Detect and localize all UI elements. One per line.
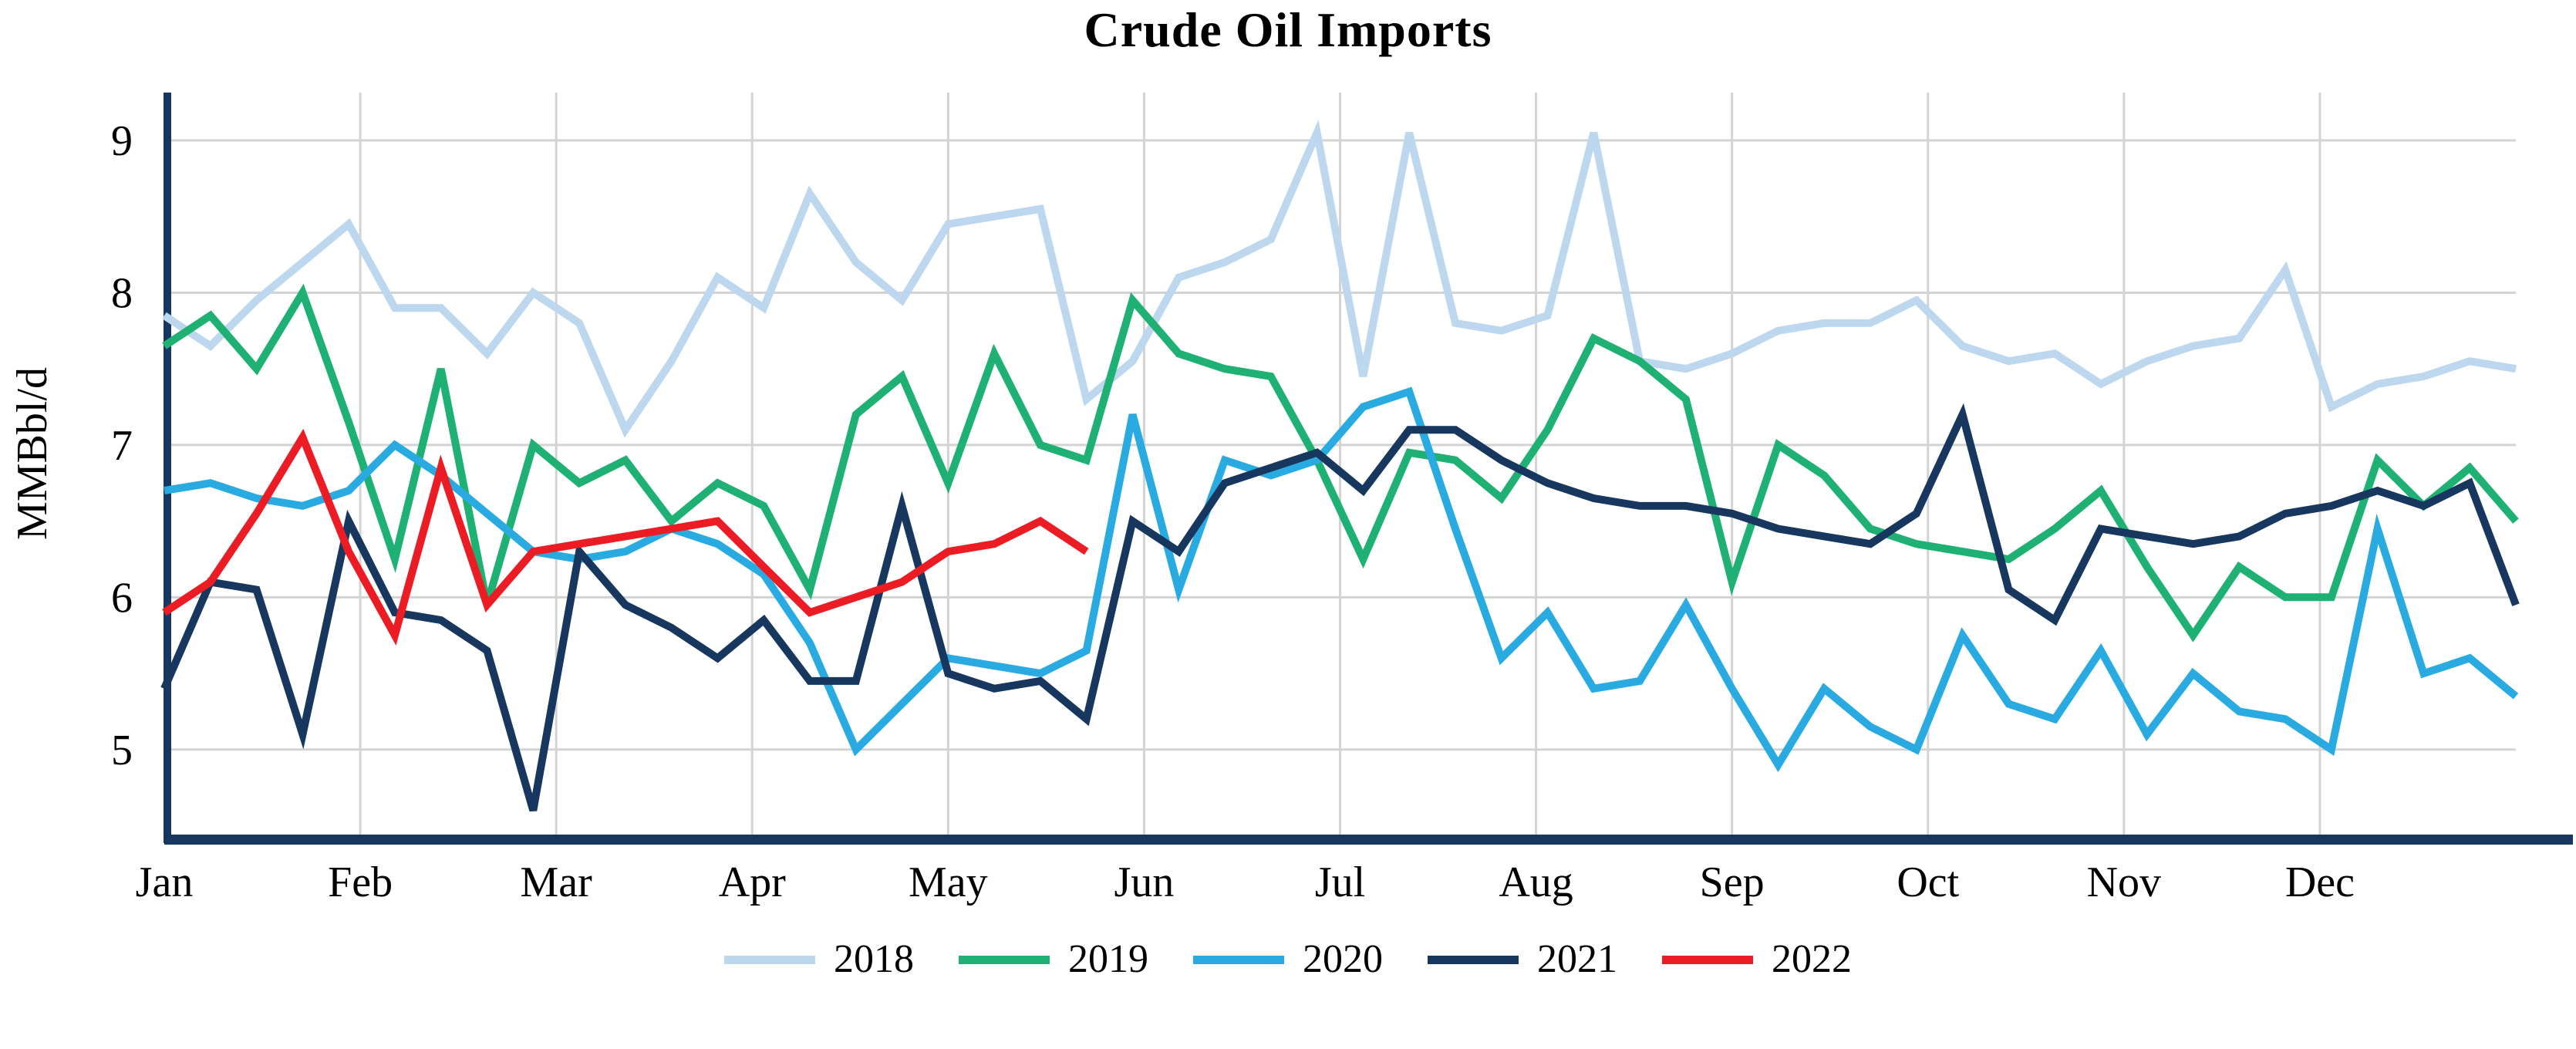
y-tick-label: 5 xyxy=(111,727,133,774)
legend-item-2019: 2019 xyxy=(959,939,1148,980)
chart-title: Crude Oil Imports xyxy=(1084,2,1492,57)
series-lines xyxy=(160,120,2520,812)
legend-label: 2020 xyxy=(1303,937,1383,981)
x-tick-label-Mar: Mar xyxy=(521,858,593,906)
x-tick-label-Jun: Jun xyxy=(1114,858,1175,906)
x-tick-label-May: May xyxy=(909,858,988,906)
legend-label: 2022 xyxy=(1772,937,1852,981)
legend-swatch-2022 xyxy=(1662,955,1753,964)
axes xyxy=(164,93,2573,845)
y-tick-label: 6 xyxy=(111,574,133,622)
y-tick-label: 9 xyxy=(111,117,133,165)
legend-label: 2018 xyxy=(834,937,914,981)
y-tick-label: 7 xyxy=(111,422,133,470)
legend-swatch-2018 xyxy=(724,955,815,964)
series-line-2018 xyxy=(162,120,2517,438)
x-tick-label-Dec: Dec xyxy=(2285,858,2355,906)
y-tick-label: 8 xyxy=(111,269,133,317)
series-line-2021 xyxy=(160,403,2520,812)
legend-swatch-2020 xyxy=(1193,955,1284,964)
x-tick-label-Jul: Jul xyxy=(1315,858,1365,906)
legend-swatch-2019 xyxy=(959,955,1050,964)
y-tick-labels: 9 8 7 6 5 xyxy=(111,117,133,774)
x-tick-labels: Jan Feb Mar Apr May Jun Jul Aug Sep Oct Nov Dec xyxy=(136,858,2355,906)
legend-label: 2019 xyxy=(1068,937,1148,981)
legend-item-2021: 2021 xyxy=(1428,939,1617,980)
series-line-2022 xyxy=(162,428,1089,646)
x-tick-label-Nov: Nov xyxy=(2087,858,2161,906)
x-tick-label-Oct: Oct xyxy=(1897,858,1959,906)
x-tick-label-Aug: Aug xyxy=(1499,858,1573,906)
x-tick-label-Feb: Feb xyxy=(328,858,393,906)
x-tick-label-Jan: Jan xyxy=(136,858,194,906)
gridlines xyxy=(164,93,2516,835)
legend-item-2020: 2020 xyxy=(1193,939,1383,980)
legend-item-2018: 2018 xyxy=(724,939,914,980)
x-tick-label-Sep: Sep xyxy=(1700,858,1765,906)
legend-item-2022: 2022 xyxy=(1662,939,1852,980)
x-tick-label-Apr: Apr xyxy=(719,858,786,906)
legend: 2018 2019 2020 2021 2022 xyxy=(0,939,2576,980)
series-line-2020 xyxy=(164,386,2519,773)
legend-swatch-2021 xyxy=(1428,955,1519,964)
legend-label: 2021 xyxy=(1537,937,1617,981)
